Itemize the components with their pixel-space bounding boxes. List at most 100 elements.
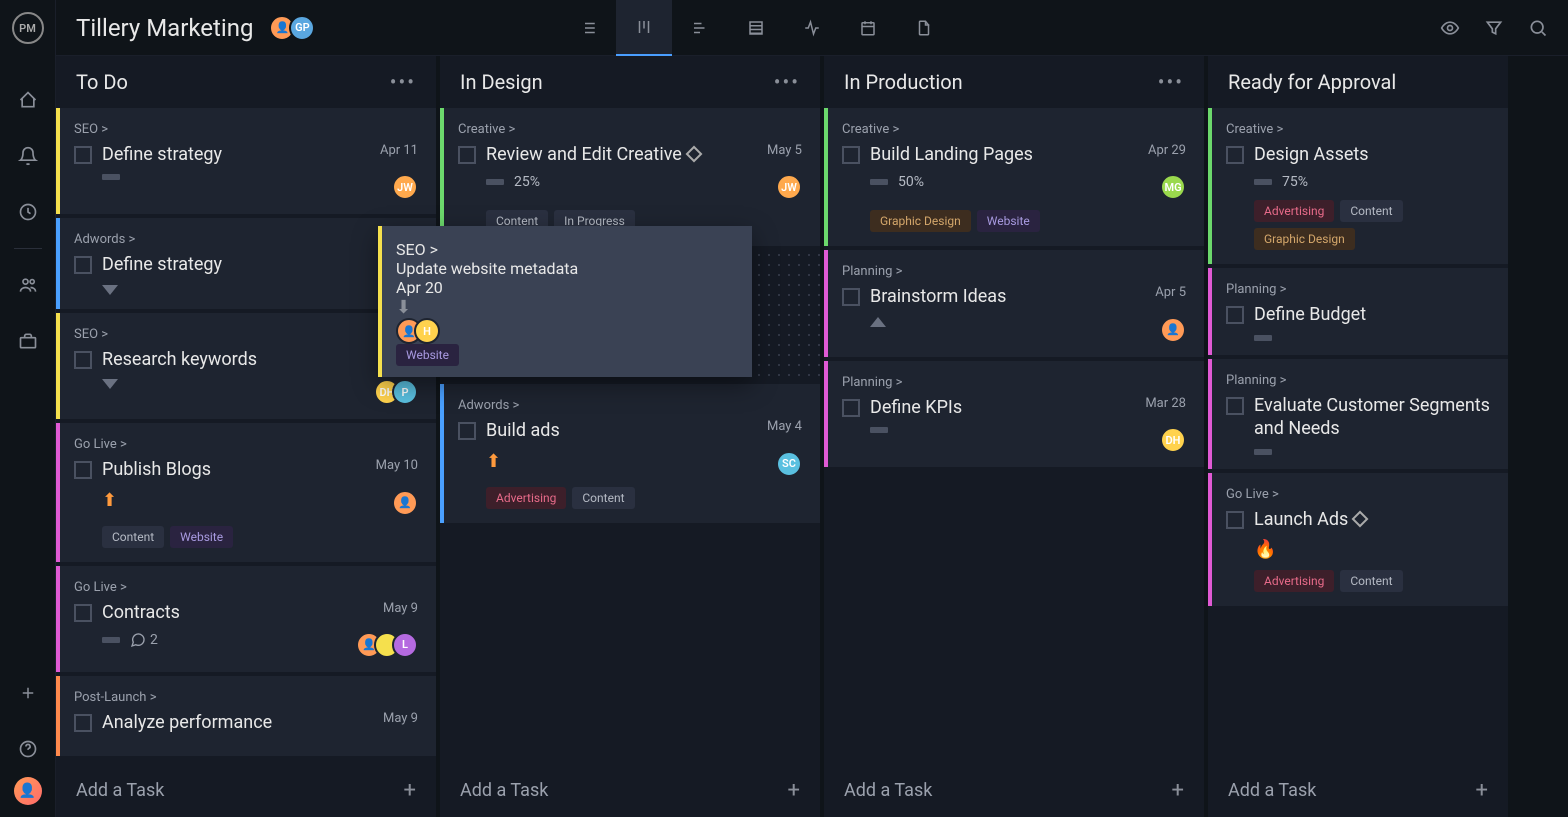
calendar-view-tab[interactable] <box>840 0 896 56</box>
task-checkbox[interactable] <box>458 146 476 164</box>
assignees[interactable]: JW <box>392 174 418 200</box>
tag[interactable]: Content <box>572 487 634 509</box>
task-checkbox[interactable] <box>1226 511 1244 529</box>
sheet-view-tab[interactable] <box>728 0 784 56</box>
task-checkbox[interactable] <box>74 146 92 164</box>
list-view-tab[interactable] <box>560 0 616 56</box>
home-icon[interactable] <box>16 88 40 112</box>
card-breadcrumb[interactable]: Creative > <box>842 122 1186 137</box>
assignee-avatar[interactable]: P <box>392 379 418 405</box>
column-menu-icon[interactable]: ••• <box>1158 70 1184 94</box>
bell-icon[interactable] <box>16 144 40 168</box>
filter-icon[interactable] <box>1484 18 1504 38</box>
assignees[interactable]: 👤 <box>1160 317 1186 343</box>
assignees[interactable]: 👤 <box>392 490 418 516</box>
task-card[interactable]: Planning >Brainstorm IdeasApr 5👤 <box>824 250 1204 356</box>
tag[interactable]: Website <box>396 344 459 366</box>
card-breadcrumb[interactable]: Adwords > <box>458 398 802 413</box>
comments-count[interactable]: 2 <box>130 632 158 648</box>
card-breadcrumb[interactable]: Creative > <box>1226 122 1490 137</box>
activity-view-tab[interactable] <box>784 0 840 56</box>
card-breadcrumb[interactable]: SEO > <box>74 122 418 137</box>
card-breadcrumb[interactable]: SEO > <box>396 240 734 259</box>
assignees[interactable]: SC <box>776 451 802 477</box>
tag[interactable]: Advertising <box>486 487 566 509</box>
tag[interactable]: Graphic Design <box>870 210 971 232</box>
task-checkbox[interactable] <box>1226 146 1244 164</box>
task-card[interactable]: Creative >Design Assets75%AdvertisingCon… <box>1208 108 1508 264</box>
card-breadcrumb[interactable]: Creative > <box>458 122 802 137</box>
tag[interactable]: Website <box>977 210 1040 232</box>
member-avatar[interactable]: GP <box>289 15 315 41</box>
card-breadcrumb[interactable]: Planning > <box>842 264 1186 279</box>
task-card[interactable]: Adwords >Build adsMay 4⬆SCAdvertisingCon… <box>440 384 820 522</box>
add-task-button[interactable]: Add a Task+ <box>824 764 1204 817</box>
briefcase-icon[interactable] <box>16 329 40 353</box>
task-checkbox[interactable] <box>1226 306 1244 324</box>
task-checkbox[interactable] <box>74 461 92 479</box>
tag[interactable]: Content <box>1340 570 1402 592</box>
card-breadcrumb[interactable]: Go Live > <box>1226 487 1490 502</box>
assignee-avatar[interactable]: 👤 <box>392 490 418 516</box>
task-checkbox[interactable] <box>74 714 92 732</box>
task-checkbox[interactable] <box>842 399 860 417</box>
card-breadcrumb[interactable]: Adwords > <box>74 232 418 247</box>
tag[interactable]: Website <box>170 526 233 548</box>
card-breadcrumb[interactable]: Go Live > <box>74 580 418 595</box>
card-breadcrumb[interactable]: Planning > <box>1226 373 1490 388</box>
task-checkbox[interactable] <box>842 288 860 306</box>
project-members[interactable]: 👤GP <box>269 15 315 41</box>
tag[interactable]: Advertising <box>1254 200 1334 222</box>
dragging-card[interactable]: SEO >Update website metadataApr 20⬇👤HWeb… <box>378 226 752 377</box>
assignees[interactable]: JW <box>776 174 802 200</box>
assignee-avatar[interactable]: 👤 <box>1160 317 1186 343</box>
user-avatar[interactable]: 👤 <box>14 777 42 805</box>
task-card[interactable]: Post-Launch >Analyze performanceMay 9 <box>56 676 436 756</box>
assignees[interactable]: MG <box>1160 174 1186 200</box>
task-checkbox[interactable] <box>842 146 860 164</box>
people-icon[interactable] <box>16 273 40 297</box>
add-task-button[interactable]: Add a Task+ <box>440 764 820 817</box>
task-checkbox[interactable] <box>74 256 92 274</box>
task-card[interactable]: Creative >Build Landing PagesApr 2950%MG… <box>824 108 1204 246</box>
task-card[interactable]: Planning >Define KPIsMar 28DH <box>824 361 1204 467</box>
assignee-avatar[interactable]: L <box>392 632 418 658</box>
task-card[interactable]: Go Live >Publish BlogsMay 10⬆👤ContentWeb… <box>56 423 436 561</box>
assignee-avatar[interactable]: SC <box>776 451 802 477</box>
assignee-avatar[interactable]: H <box>414 318 440 344</box>
tag[interactable]: Advertising <box>1254 570 1334 592</box>
task-card[interactable]: Planning >Define Budget <box>1208 268 1508 354</box>
task-checkbox[interactable] <box>1226 397 1244 415</box>
card-breadcrumb[interactable]: Go Live > <box>74 437 418 452</box>
gantt-view-tab[interactable] <box>672 0 728 56</box>
assignees[interactable]: DHP <box>374 379 418 405</box>
eye-icon[interactable] <box>1440 18 1460 38</box>
column-menu-icon[interactable]: ••• <box>774 70 800 94</box>
assignee-avatar[interactable]: JW <box>776 174 802 200</box>
help-icon[interactable] <box>16 737 40 761</box>
card-breadcrumb[interactable]: Planning > <box>1226 282 1490 297</box>
task-card[interactable]: SEO >Define strategyApr 11JW <box>56 108 436 214</box>
task-checkbox[interactable] <box>74 604 92 622</box>
task-checkbox[interactable] <box>458 422 476 440</box>
assignee-avatar[interactable]: DH <box>1160 427 1186 453</box>
clock-icon[interactable] <box>16 200 40 224</box>
add-task-button[interactable]: Add a Task+ <box>1208 764 1508 817</box>
card-breadcrumb[interactable]: SEO > <box>74 327 418 342</box>
search-icon[interactable] <box>1528 18 1548 38</box>
assignee-avatar[interactable]: MG <box>1160 174 1186 200</box>
task-card[interactable]: Planning >Evaluate Customer Segments and… <box>1208 359 1508 469</box>
task-card[interactable]: Go Live >ContractsMay 92👤L <box>56 566 436 672</box>
assignees[interactable]: DH <box>1160 427 1186 453</box>
card-breadcrumb[interactable]: Planning > <box>842 375 1186 390</box>
assignees[interactable]: 👤H <box>396 318 734 344</box>
board-view-tab[interactable] <box>616 0 672 56</box>
assignees[interactable]: 👤L <box>356 632 418 658</box>
logo[interactable]: PM <box>12 12 44 44</box>
add-icon[interactable] <box>16 681 40 705</box>
file-view-tab[interactable] <box>896 0 952 56</box>
column-menu-icon[interactable]: ••• <box>390 70 416 94</box>
assignee-avatar[interactable]: JW <box>392 174 418 200</box>
task-checkbox[interactable] <box>74 351 92 369</box>
task-card[interactable]: Go Live >Launch Ads🔥AdvertisingContent <box>1208 473 1508 606</box>
